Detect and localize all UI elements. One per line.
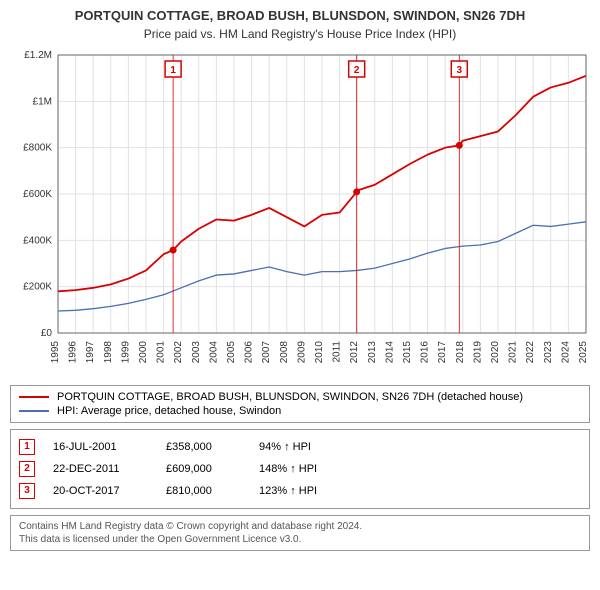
attribution: Contains HM Land Registry data © Crown c… — [10, 515, 590, 551]
sale-hpi: 148% ↑ HPI — [259, 463, 349, 475]
sale-hpi: 123% ↑ HPI — [259, 485, 349, 497]
chart-subtitle: Price paid vs. HM Land Registry's House … — [10, 27, 590, 41]
sale-row: 3 20-OCT-2017 £810,000 123% ↑ HPI — [19, 480, 581, 502]
svg-text:2016: 2016 — [420, 340, 431, 363]
sales-table: 1 16-JUL-2001 £358,000 94% ↑ HPI 2 22-DE… — [10, 429, 590, 509]
legend-label: HPI: Average price, detached house, Swin… — [57, 405, 281, 417]
svg-text:3: 3 — [456, 65, 462, 76]
sale-row: 2 22-DEC-2011 £609,000 148% ↑ HPI — [19, 458, 581, 480]
svg-text:1997: 1997 — [85, 340, 96, 363]
sale-price: £609,000 — [166, 463, 241, 475]
svg-text:2000: 2000 — [138, 340, 149, 363]
svg-text:£0: £0 — [41, 328, 53, 339]
sale-marker-icon: 1 — [19, 439, 35, 455]
svg-text:2005: 2005 — [226, 340, 237, 363]
svg-text:2: 2 — [354, 65, 360, 76]
svg-text:£400K: £400K — [23, 235, 52, 246]
svg-text:2021: 2021 — [508, 340, 519, 363]
svg-text:2015: 2015 — [402, 340, 413, 363]
svg-text:2002: 2002 — [173, 340, 184, 363]
svg-text:2010: 2010 — [314, 340, 325, 363]
svg-text:2001: 2001 — [156, 340, 167, 363]
sale-row: 1 16-JUL-2001 £358,000 94% ↑ HPI — [19, 436, 581, 458]
sale-date: 20-OCT-2017 — [53, 485, 148, 497]
chart-title: PORTQUIN COTTAGE, BROAD BUSH, BLUNSDON, … — [10, 8, 590, 25]
sale-marker-icon: 2 — [19, 461, 35, 477]
svg-text:2018: 2018 — [455, 340, 466, 363]
svg-text:£200K: £200K — [23, 282, 52, 293]
svg-text:2023: 2023 — [543, 340, 554, 363]
legend-label: PORTQUIN COTTAGE, BROAD BUSH, BLUNSDON, … — [57, 391, 523, 403]
legend-item: HPI: Average price, detached house, Swin… — [19, 404, 581, 418]
svg-text:2004: 2004 — [208, 340, 219, 363]
legend-item: PORTQUIN COTTAGE, BROAD BUSH, BLUNSDON, … — [19, 390, 581, 404]
svg-text:£800K: £800K — [23, 143, 52, 154]
svg-text:1995: 1995 — [50, 340, 61, 363]
sale-price: £810,000 — [166, 485, 241, 497]
legend-swatch — [19, 396, 49, 398]
svg-text:2006: 2006 — [244, 340, 255, 363]
svg-text:2019: 2019 — [472, 340, 483, 363]
sale-date: 22-DEC-2011 — [53, 463, 148, 475]
svg-text:1998: 1998 — [103, 340, 114, 363]
legend-swatch — [19, 410, 49, 412]
sale-price: £358,000 — [166, 441, 241, 453]
svg-text:2008: 2008 — [279, 340, 290, 363]
svg-text:1: 1 — [170, 65, 176, 76]
svg-text:£1.2M: £1.2M — [24, 50, 52, 61]
svg-text:2003: 2003 — [191, 340, 202, 363]
svg-text:£600K: £600K — [23, 189, 52, 200]
svg-text:2022: 2022 — [525, 340, 536, 363]
chart-plot: £0 £200K £400K £600K £800K £1M £1.2M 1995 1996 19… — [10, 49, 590, 379]
svg-text:2013: 2013 — [367, 340, 378, 363]
sale-hpi: 94% ↑ HPI — [259, 441, 349, 453]
svg-text:2012: 2012 — [349, 340, 360, 363]
svg-text:2014: 2014 — [384, 340, 395, 363]
chart-container: PORTQUIN COTTAGE, BROAD BUSH, BLUNSDON, … — [0, 0, 600, 557]
legend: PORTQUIN COTTAGE, BROAD BUSH, BLUNSDON, … — [10, 385, 590, 423]
svg-text:2017: 2017 — [437, 340, 448, 363]
sale-marker-icon: 3 — [19, 483, 35, 499]
svg-text:2024: 2024 — [560, 340, 571, 363]
svg-text:1996: 1996 — [68, 340, 79, 363]
sale-date: 16-JUL-2001 — [53, 441, 148, 453]
svg-text:2025: 2025 — [578, 340, 589, 363]
svg-text:2007: 2007 — [261, 340, 272, 363]
attribution-line: Contains HM Land Registry data © Crown c… — [19, 520, 581, 533]
svg-text:1999: 1999 — [120, 340, 131, 363]
attribution-line: This data is licensed under the Open Gov… — [19, 533, 581, 546]
svg-text:2009: 2009 — [296, 340, 307, 363]
svg-text:2011: 2011 — [332, 340, 343, 362]
svg-text:2020: 2020 — [490, 340, 501, 363]
svg-text:£1M: £1M — [33, 96, 52, 107]
